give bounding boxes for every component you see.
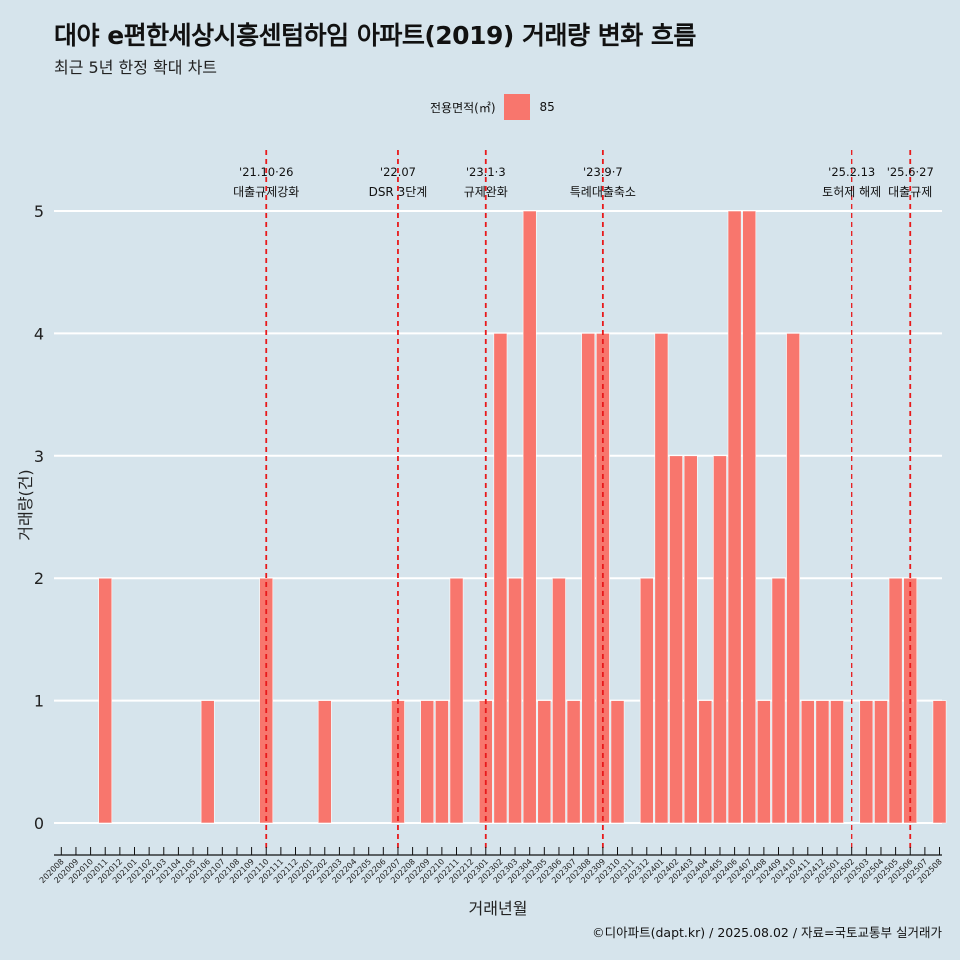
bar-202302 xyxy=(493,333,508,824)
bar-202304 xyxy=(522,210,537,824)
bar-202210 xyxy=(434,700,449,824)
chart-title: 대야 e편한세상시흥센텀하임 아파트(2019) 거래량 변화 흐름 xyxy=(54,21,696,50)
y-axis-title: 거래량(건) xyxy=(16,469,35,540)
bar-202306 xyxy=(552,577,566,824)
bar-202412 xyxy=(815,700,830,824)
event-label-202110: 대출규제강화 xyxy=(233,185,299,199)
event-label-202502: 토허제 해제 xyxy=(822,185,881,199)
bar-202401 xyxy=(654,333,669,824)
source-caption: ©디아파트(dapt.kr) / 2025.08.02 / 자료=국토교통부 실… xyxy=(592,925,942,940)
bar-202505 xyxy=(888,577,903,824)
event-date-202502: '25.2.13 xyxy=(828,165,875,179)
bar-202503 xyxy=(859,700,874,824)
x-axis-title: 거래년월 xyxy=(469,899,528,918)
event-label-202301: 규제완화 xyxy=(464,185,508,199)
bar-202303 xyxy=(508,577,522,824)
chart-subtitle: 최근 5년 한정 확대 차트 xyxy=(54,58,218,77)
bar-202411 xyxy=(800,700,815,824)
event-date-202110: '21.10·26 xyxy=(239,165,293,179)
event-date-202309: '23.9·7 xyxy=(583,165,623,179)
y-tick-label: 1 xyxy=(34,692,44,711)
legend-title: 전용면적(㎡) xyxy=(430,100,496,115)
bar-202403 xyxy=(683,455,698,824)
bar-202308 xyxy=(581,333,596,824)
bar-202307 xyxy=(566,700,581,824)
y-tick-label: 2 xyxy=(34,569,44,588)
event-label-202309: 특례대출축소 xyxy=(570,185,636,199)
y-tick-label: 3 xyxy=(34,447,44,466)
y-tick-label: 4 xyxy=(34,324,44,343)
bar-202106 xyxy=(200,700,215,824)
bar-202310 xyxy=(610,700,625,824)
bar-202407 xyxy=(742,210,757,824)
bar-202504 xyxy=(874,700,888,824)
bar-202209 xyxy=(420,700,435,824)
bar-202011 xyxy=(98,577,113,824)
event-date-202207: '22.07 xyxy=(380,165,416,179)
y-tick-label: 5 xyxy=(34,202,44,221)
bar-202202 xyxy=(317,700,332,824)
bar-202211 xyxy=(449,577,464,824)
bar-202312 xyxy=(639,577,654,824)
bar-202404 xyxy=(698,700,713,824)
event-date-202506: '25.6·27 xyxy=(887,165,934,179)
event-label-202506: 대출규제 xyxy=(888,185,932,199)
event-date-202301: '23.1·3 xyxy=(466,165,506,179)
bar-202410 xyxy=(786,333,801,824)
bar-202501 xyxy=(830,700,844,824)
legend-swatch xyxy=(503,94,530,120)
bar-202408 xyxy=(756,700,771,824)
bar-202406 xyxy=(727,210,742,824)
y-tick-label: 0 xyxy=(34,814,44,833)
legend-series-label: 85 xyxy=(539,100,555,114)
legend: 전용면적(㎡) 85 xyxy=(430,94,555,120)
bar-202402 xyxy=(669,455,683,824)
bar-202405 xyxy=(713,455,727,824)
event-label-202207: DSR 3단계 xyxy=(369,185,428,199)
bar-202305 xyxy=(537,700,552,824)
bar-202409 xyxy=(771,577,786,824)
bar-202508 xyxy=(932,700,947,824)
